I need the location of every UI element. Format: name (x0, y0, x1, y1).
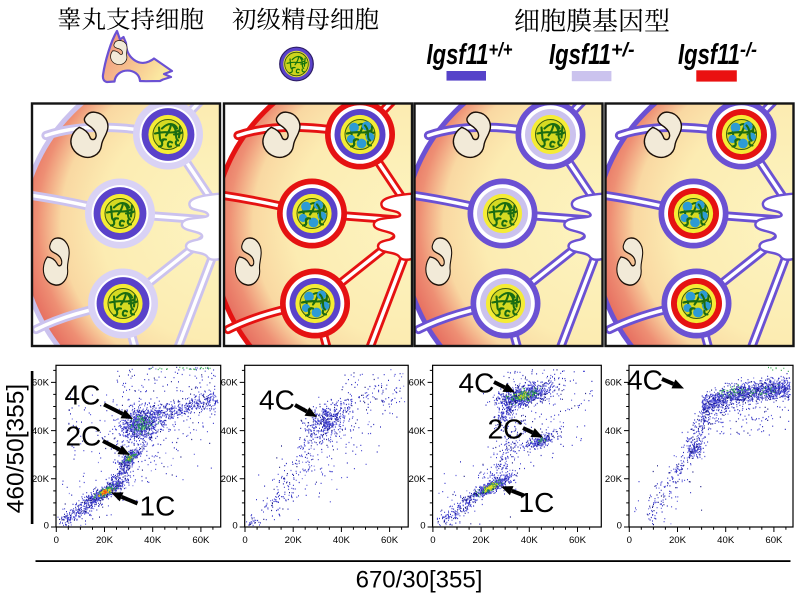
svg-text:40K: 40K (409, 426, 427, 437)
svg-text:20K: 20K (473, 535, 491, 546)
svg-text:20K: 20K (409, 474, 427, 485)
svg-text:1C: 1C (140, 491, 176, 522)
svg-text:40K: 40K (521, 535, 539, 546)
svg-text:60K: 60K (32, 378, 50, 389)
svg-text:460/50[355]: 460/50[355] (3, 384, 30, 513)
svg-text:4C: 4C (259, 385, 295, 416)
svg-text:20K: 20K (605, 474, 623, 485)
svg-text:60K: 60K (381, 535, 399, 546)
svg-text:40K: 40K (32, 426, 50, 437)
svg-text:20K: 20K (32, 474, 50, 485)
svg-text:Igsf11+/+: Igsf11+/+ (427, 39, 513, 71)
svg-text:4C: 4C (627, 365, 663, 396)
svg-text:20K: 20K (285, 535, 303, 546)
svg-text:Igsf11+/-: Igsf11+/- (549, 39, 635, 71)
svg-text:40K: 40K (717, 535, 735, 546)
svg-text:0: 0 (242, 535, 247, 546)
svg-text:60K: 60K (409, 378, 427, 389)
svg-text:4C: 4C (459, 368, 495, 399)
svg-text:0: 0 (232, 521, 237, 532)
svg-text:Igsf11-/-: Igsf11-/- (678, 39, 757, 71)
svg-text:0: 0 (617, 521, 622, 532)
svg-text:20K: 20K (96, 535, 114, 546)
svg-text:40K: 40K (144, 535, 162, 546)
svg-text:20K: 20K (221, 474, 239, 485)
svg-text:20K: 20K (669, 535, 687, 546)
svg-text:60K: 60K (765, 535, 783, 546)
svg-text:40K: 40K (333, 535, 351, 546)
svg-text:2C: 2C (488, 414, 524, 445)
svg-text:1C: 1C (519, 487, 555, 518)
svg-text:0: 0 (430, 535, 435, 546)
svg-text:60K: 60K (569, 535, 587, 546)
svg-text:60K: 60K (605, 378, 623, 389)
svg-text:60K: 60K (192, 535, 210, 546)
svg-text:40K: 40K (605, 426, 623, 437)
svg-text:4C: 4C (65, 380, 101, 411)
svg-text:670/30[355]: 670/30[355] (356, 567, 483, 594)
svg-text:0: 0 (54, 535, 59, 546)
svg-text:60K: 60K (221, 378, 239, 389)
svg-text:0: 0 (627, 535, 632, 546)
svg-text:2C: 2C (66, 421, 102, 452)
svg-text:40K: 40K (221, 426, 239, 437)
svg-text:0: 0 (44, 521, 49, 532)
svg-text:0: 0 (420, 521, 425, 532)
